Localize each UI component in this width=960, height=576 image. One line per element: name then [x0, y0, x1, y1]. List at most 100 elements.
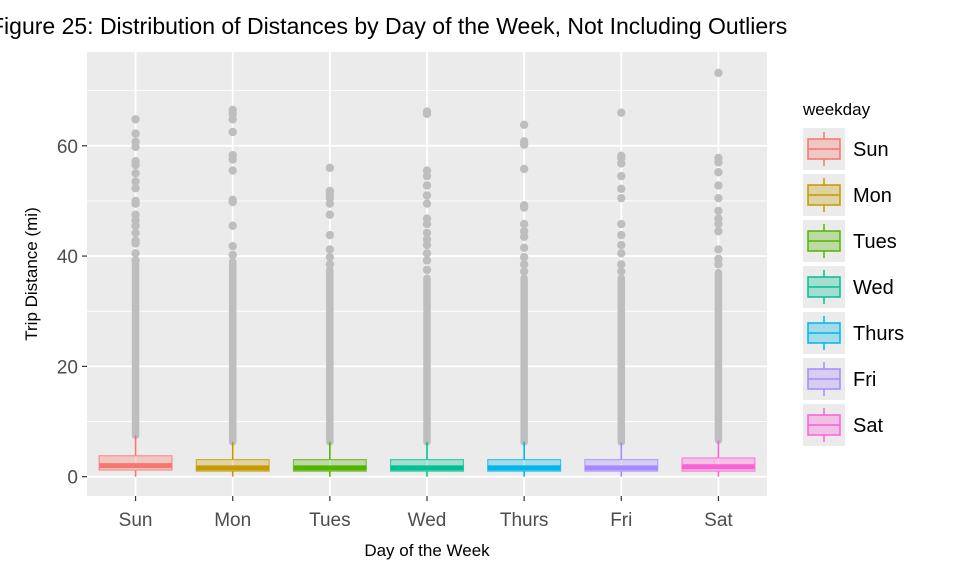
outlier-point [617, 171, 626, 181]
outlier-point [422, 265, 432, 275]
outlier-point [617, 219, 626, 229]
outlier-point [617, 108, 626, 117]
outlier-point [422, 214, 432, 223]
legend-label: Fri [853, 369, 876, 391]
outlier-point [325, 186, 335, 196]
legend-item-mon: Mon [803, 174, 892, 216]
y-tick-label: 60 [57, 137, 78, 158]
x-tick-label: Tues [309, 510, 351, 531]
outlier-point [519, 120, 529, 130]
outlier-point [714, 227, 723, 236]
x-axis: Sun Mon Tues Wed Thurs Fri Sat [119, 496, 733, 531]
outlier-point [228, 105, 237, 115]
outlier-point [714, 245, 723, 254]
outlier-point [325, 230, 335, 240]
outlier-point [422, 235, 432, 244]
outlier-point [131, 184, 140, 193]
outlier-point [325, 252, 335, 262]
legend-label: Sun [853, 139, 889, 161]
outlier-point [519, 260, 529, 269]
outlier-point [422, 249, 432, 258]
outlier-point [325, 210, 335, 219]
y-tick-label: 20 [57, 357, 78, 378]
legend-item-tues: Tues [803, 220, 897, 262]
outlier-point [422, 228, 432, 238]
legend-item-sat: Sat [803, 404, 883, 446]
outlier-point [131, 177, 140, 186]
legend-item-fri: Fri [803, 358, 876, 400]
y-axis-title: Trip Distance (mi) [22, 207, 41, 341]
legend-label: Wed [853, 277, 894, 299]
y-tick-label: 40 [57, 247, 78, 268]
outlier-point [519, 227, 529, 236]
outlier-point [131, 236, 140, 245]
box-wed [389, 441, 465, 477]
legend-items: Sun Mon Tues Wed Thurs Fri Sat [803, 128, 904, 446]
outlier-point [228, 127, 237, 137]
chart-title: Figure 25: Distribution of Distances by … [0, 13, 787, 39]
outlier-point [228, 166, 237, 175]
outlier-point [519, 137, 529, 146]
outlier-point [325, 163, 335, 173]
outlier-point [325, 245, 335, 254]
outlier-point [714, 254, 723, 264]
outlier-point [228, 241, 237, 251]
outlier-point [519, 243, 529, 253]
legend-label: Sat [853, 415, 883, 437]
outlier-point [519, 201, 529, 210]
outlier-point [617, 267, 626, 276]
x-tick-label: Wed [408, 510, 447, 531]
outlier-point [325, 260, 335, 269]
outlier-point [617, 240, 626, 250]
legend-label: Thurs [853, 323, 904, 345]
outlier-point [617, 230, 626, 240]
outliers-layer [131, 68, 723, 446]
outlier-point [714, 153, 723, 163]
legend-title: weekday [802, 100, 871, 119]
outlier-point [228, 221, 237, 230]
legend-item-sun: Sun [803, 128, 889, 170]
box-fri [584, 441, 659, 477]
outlier-point [714, 168, 723, 177]
x-tick-label: Fri [610, 510, 632, 531]
outlier-point [228, 150, 237, 160]
outlier-point [422, 181, 432, 190]
legend: weekday Sun Mon Tues Wed Thurs Fri Sat [802, 100, 904, 446]
x-axis-title: Day of the Week [364, 541, 490, 560]
outlier-point [422, 256, 432, 265]
legend-item-thurs: Thurs [803, 312, 904, 354]
box-mon [195, 441, 270, 477]
outlier-point [131, 210, 140, 219]
outlier-point [617, 249, 626, 258]
outlier-point [714, 206, 723, 216]
outlier-point [714, 68, 723, 78]
x-tick-label: Sat [704, 510, 733, 531]
outlier-point [519, 164, 529, 174]
outlier-point [422, 166, 432, 175]
box-sun [98, 435, 173, 477]
outlier-point [617, 260, 626, 269]
outlier-point [228, 250, 237, 260]
outlier-point [422, 191, 432, 200]
outlier-point [714, 214, 723, 223]
outlier-point [131, 129, 140, 138]
x-tick-label: Mon [214, 510, 251, 531]
box-thurs [487, 441, 562, 477]
outlier-point [422, 199, 432, 208]
outlier-point [519, 219, 529, 229]
outlier-point [519, 252, 529, 262]
x-tick-label: Thurs [500, 510, 549, 531]
y-tick-label: 0 [67, 468, 78, 489]
outlier-point [131, 256, 140, 265]
outlier-point [131, 137, 140, 147]
x-tick-label: Sun [119, 510, 153, 531]
outlier-point [617, 193, 626, 203]
legend-label: Tues [853, 231, 897, 253]
legend-label: Mon [853, 185, 892, 207]
box-tues [292, 441, 367, 477]
outlier-point [617, 184, 626, 193]
outlier-point [131, 115, 140, 124]
outlier-point [131, 249, 140, 258]
outlier-point [617, 151, 626, 160]
